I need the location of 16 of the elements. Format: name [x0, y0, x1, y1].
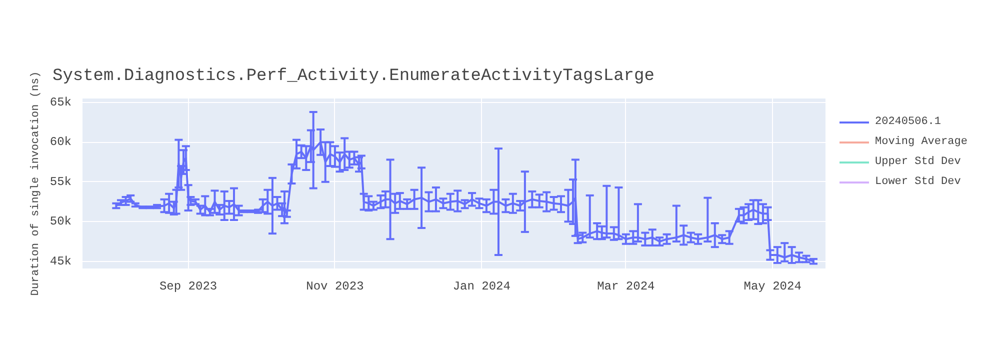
y-axis-title: Duration of single invocation (ns) — [30, 71, 42, 296]
y-tick-label: 55k — [50, 174, 72, 189]
y-tick-label: 50k — [50, 214, 72, 229]
legend-label: Lower Std Dev — [875, 176, 961, 188]
legend-label: Upper Std Dev — [875, 156, 961, 168]
y-tick-label: 60k — [50, 135, 72, 150]
x-tick-label: May 2024 — [744, 280, 802, 294]
legend-label: 20240506.1 — [875, 116, 942, 128]
chart-title: System.Diagnostics.Perf_Activity.EnumerateActivityTagsLarge — [52, 67, 654, 86]
x-tick-label: Mar 2024 — [597, 280, 655, 294]
legend-label: Moving Average — [875, 136, 968, 148]
x-tick-label: Nov 2023 — [306, 280, 364, 294]
x-tick-label: Jan 2024 — [452, 280, 510, 294]
x-tick-label: Sep 2023 — [159, 280, 218, 294]
y-tick-label: 65k — [50, 95, 72, 110]
y-tick-label: 45k — [50, 254, 72, 268]
